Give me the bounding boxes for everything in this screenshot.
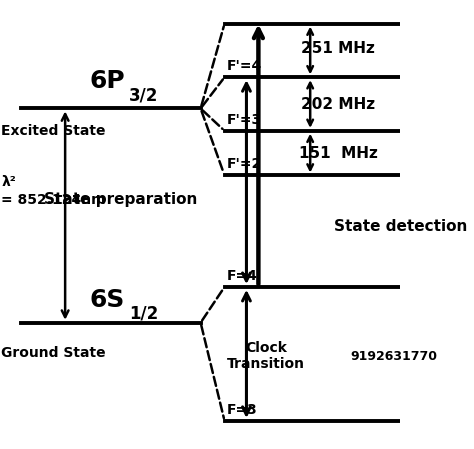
Text: F'=4: F'=4	[227, 59, 262, 73]
Text: λ²: λ²	[1, 175, 16, 189]
Text: 6S: 6S	[89, 287, 125, 312]
Text: Ground State: Ground State	[1, 346, 106, 360]
Text: Excited State: Excited State	[1, 124, 106, 138]
Text: 3/2: 3/2	[129, 86, 158, 104]
Text: 202 MHz: 202 MHz	[301, 97, 375, 111]
Text: 6P: 6P	[89, 69, 125, 93]
Text: F'=2: F'=2	[227, 157, 262, 171]
Text: 1/2: 1/2	[129, 305, 158, 323]
Text: State preparation: State preparation	[44, 193, 198, 207]
Text: State detection: State detection	[334, 219, 467, 234]
Text: = 852.124nm: = 852.124nm	[1, 193, 106, 207]
Text: 251 MHz: 251 MHz	[301, 41, 375, 56]
Text: F'=3: F'=3	[227, 113, 262, 127]
Text: F=4: F=4	[227, 269, 257, 283]
Text: Clock
Transition: Clock Transition	[228, 341, 305, 371]
Text: F=3: F=3	[227, 403, 257, 417]
Text: 9192631770: 9192631770	[350, 350, 437, 363]
Text: 151  MHz: 151 MHz	[299, 145, 377, 161]
